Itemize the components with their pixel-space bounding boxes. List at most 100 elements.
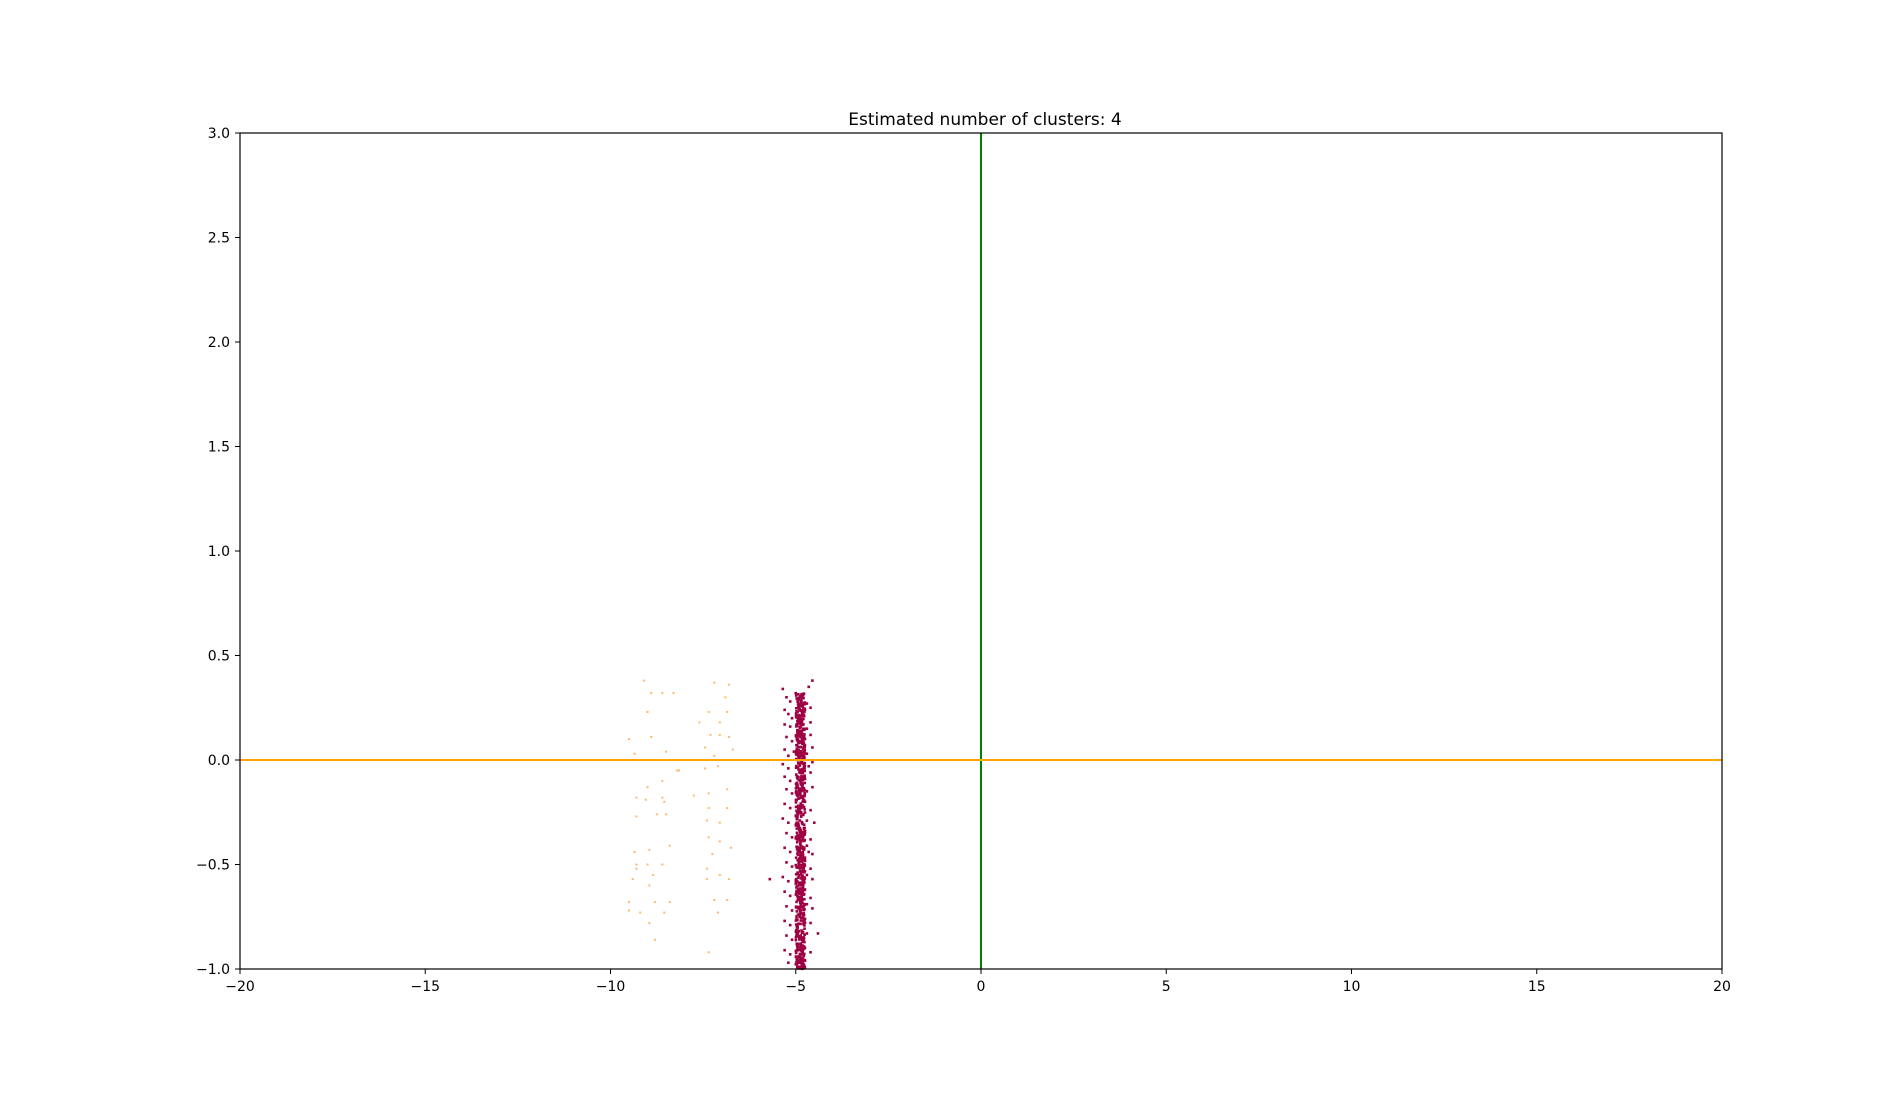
scatter-point (799, 725, 803, 728)
scatter-point (800, 821, 804, 825)
scatter-point (799, 854, 803, 858)
scatter-point (797, 757, 801, 760)
scatter-point (796, 815, 799, 819)
scatter-point (795, 915, 798, 918)
scatter-point (794, 951, 798, 955)
scatter-point (797, 704, 800, 708)
scatter-point (811, 679, 814, 682)
scatter-point (803, 710, 806, 714)
scatter-point (796, 805, 799, 809)
scatter-point (816, 932, 820, 935)
scatter-point (796, 925, 799, 929)
scatter-point (781, 762, 785, 766)
scatter-point (796, 731, 799, 735)
scatter-point (796, 858, 799, 862)
scatter-point (803, 702, 807, 706)
scatter-point (803, 811, 807, 814)
scatter-point (798, 846, 801, 849)
scatter-point (800, 966, 803, 970)
scatter-point (797, 935, 801, 938)
scatter-point (802, 830, 805, 834)
scatter-point (703, 746, 706, 749)
scatter-point (801, 940, 804, 943)
scatter-point (800, 733, 804, 737)
scatter-point (799, 731, 803, 735)
scatter-point (648, 884, 651, 887)
scatter-point (798, 889, 801, 893)
scatter-point (801, 787, 804, 790)
scatter-point (799, 720, 803, 723)
scatter-point (803, 864, 807, 867)
x-tick-label: 5 (1162, 979, 1171, 995)
scatter-point (799, 960, 803, 964)
scatter-point (661, 779, 664, 782)
scatter-point (794, 882, 798, 886)
scatter-point (796, 777, 799, 780)
scatter-point (665, 813, 668, 816)
scatter-point (794, 836, 798, 840)
scatter-point (800, 757, 804, 761)
scatter-point (661, 863, 664, 866)
scatter-point (801, 708, 804, 712)
scatter-point (799, 872, 803, 875)
scatter-point (795, 723, 798, 726)
scatter-point (798, 761, 802, 765)
scatter-point (800, 714, 804, 717)
scatter-point (796, 765, 800, 769)
scatter-point (800, 929, 803, 932)
scatter-point (663, 911, 666, 914)
scatter-point (798, 863, 802, 867)
scatter-point (795, 764, 798, 768)
scatter-point (705, 819, 708, 822)
scatter-point (795, 930, 798, 934)
scatter-point (802, 717, 805, 721)
scatter-point (796, 944, 800, 948)
scatter-point (801, 959, 805, 962)
scatter-point (801, 775, 805, 778)
scatter-point (809, 838, 812, 841)
scatter-point (795, 724, 798, 728)
scatter-point (809, 921, 812, 925)
scatter-point (801, 874, 804, 877)
scatter-point (768, 877, 772, 881)
scatter-point (798, 958, 802, 962)
scatter-point (716, 765, 719, 768)
scatter-point (796, 827, 800, 830)
scatter-point (801, 762, 805, 765)
scatter-point (796, 897, 800, 900)
scatter-point (796, 884, 799, 888)
scatter-point (707, 951, 710, 954)
scatter-point (799, 956, 802, 960)
scatter-point (801, 870, 805, 874)
scatter-point (794, 712, 798, 715)
scatter-point (796, 797, 800, 800)
scatter-point (801, 862, 805, 865)
scatter-point (800, 962, 804, 966)
scatter-point (788, 923, 792, 927)
scatter-point (795, 709, 798, 713)
y-axis: −1.0 −0.5 0.0 0.5 1.0 1.5 2.0 2.5 3.0 (196, 126, 240, 978)
scatter-point (707, 710, 710, 713)
scatter-point (809, 896, 812, 900)
x-tick-label: −20 (225, 979, 255, 995)
scatter-point (790, 938, 794, 942)
scatter-point (802, 823, 806, 827)
scatter-point (797, 955, 801, 958)
scatter-point (787, 821, 790, 824)
scatter-point (798, 826, 802, 830)
scatter-point (798, 831, 802, 834)
scatter-point (803, 869, 807, 873)
scatter-point (801, 737, 805, 741)
scatter-point (809, 733, 812, 737)
scatter-point (798, 899, 802, 902)
scatter-point (802, 838, 805, 842)
scatter-point (798, 873, 801, 877)
scatter-point (800, 883, 804, 887)
scatter-point (800, 937, 804, 941)
scatter-point (803, 897, 806, 901)
scatter-point (783, 708, 786, 712)
scatter-point (785, 831, 788, 835)
scatter-point (794, 773, 798, 776)
scatter-point (635, 796, 638, 799)
scatter-point (635, 867, 638, 870)
